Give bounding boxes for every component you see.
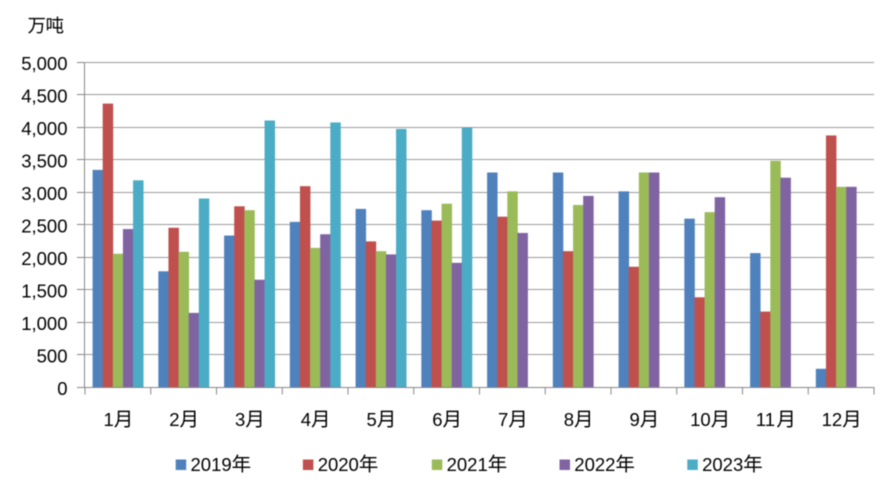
- svg-text:4,000: 4,000: [21, 118, 67, 139]
- svg-text:2019: 2019: [191, 454, 232, 475]
- svg-text:6: 6: [432, 409, 442, 430]
- svg-text:5: 5: [367, 409, 377, 430]
- svg-text:2023: 2023: [702, 454, 743, 475]
- svg-text:3,500: 3,500: [21, 150, 67, 171]
- svg-text:2022: 2022: [574, 454, 615, 475]
- svg-text:4,500: 4,500: [21, 85, 67, 106]
- svg-text:0: 0: [57, 378, 67, 399]
- svg-text:2020: 2020: [318, 454, 359, 475]
- svg-text:12: 12: [822, 409, 843, 430]
- svg-text:11: 11: [756, 409, 775, 430]
- svg-text:4: 4: [301, 409, 311, 430]
- svg-text:8: 8: [564, 409, 574, 430]
- svg-text:2,500: 2,500: [21, 215, 67, 236]
- svg-text:1,000: 1,000: [21, 313, 67, 334]
- svg-text:9: 9: [630, 409, 640, 430]
- svg-text:3,000: 3,000: [21, 183, 67, 204]
- svg-text:10: 10: [690, 409, 711, 430]
- svg-text:2: 2: [169, 409, 179, 430]
- svg-text:1,500: 1,500: [21, 280, 67, 301]
- svg-text:500: 500: [37, 345, 68, 366]
- svg-text:2021: 2021: [447, 454, 488, 475]
- svg-text:7: 7: [498, 409, 508, 430]
- svg-text:5,000: 5,000: [21, 53, 67, 74]
- svg-text:3: 3: [235, 409, 245, 430]
- svg-text:1: 1: [104, 409, 114, 430]
- svg-text:2,000: 2,000: [21, 248, 67, 269]
